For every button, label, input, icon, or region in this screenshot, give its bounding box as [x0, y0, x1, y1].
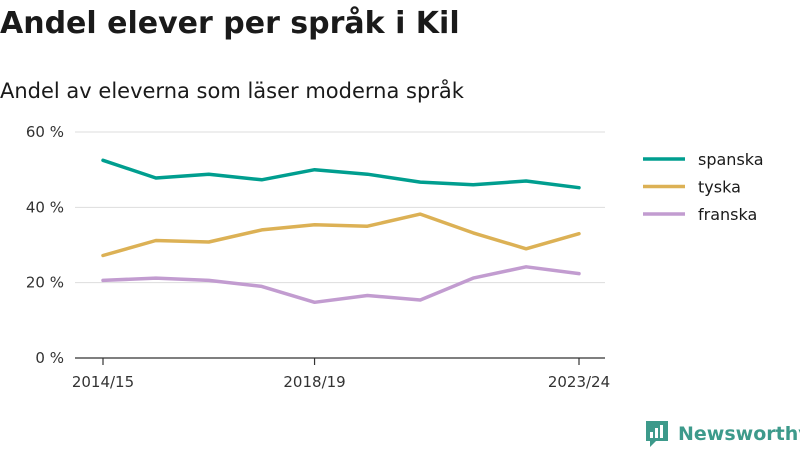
legend-label-tyska: tyska: [698, 178, 741, 197]
chart-subtitle: Andel av eleverna som läser moderna språ…: [0, 79, 464, 103]
legend-label-spanska: spanska: [698, 150, 764, 169]
y-tick-label: 20 %: [26, 274, 64, 292]
series-lines: [101, 158, 581, 305]
y-tick-label: 60 %: [26, 123, 64, 141]
x-tick-label: 2023/24: [548, 373, 610, 391]
x-tick-label: 2014/15: [72, 373, 134, 391]
legend-label-franska: franska: [698, 205, 757, 224]
series-line-tyska: [101, 212, 581, 258]
legend: spanska tyska franska: [643, 150, 764, 224]
newsworthy-logo-icon: [646, 421, 668, 447]
gridlines: [75, 131, 605, 284]
x-tick-label: 2018/19: [283, 373, 345, 391]
brand-name: Newsworthy: [678, 423, 800, 445]
series-line-spanska: [101, 158, 581, 190]
axes: 0 % 20 % 40 % 60 % 2014/15 2018/19 2023/24: [26, 123, 610, 391]
brand-logo: Newsworthy: [644, 418, 800, 450]
chart-title: Andel elever per språk i Kil: [0, 6, 460, 41]
y-tick-label: 40 %: [26, 198, 64, 216]
y-tick-label: 0 %: [35, 349, 64, 367]
series-line-franska: [101, 265, 581, 305]
